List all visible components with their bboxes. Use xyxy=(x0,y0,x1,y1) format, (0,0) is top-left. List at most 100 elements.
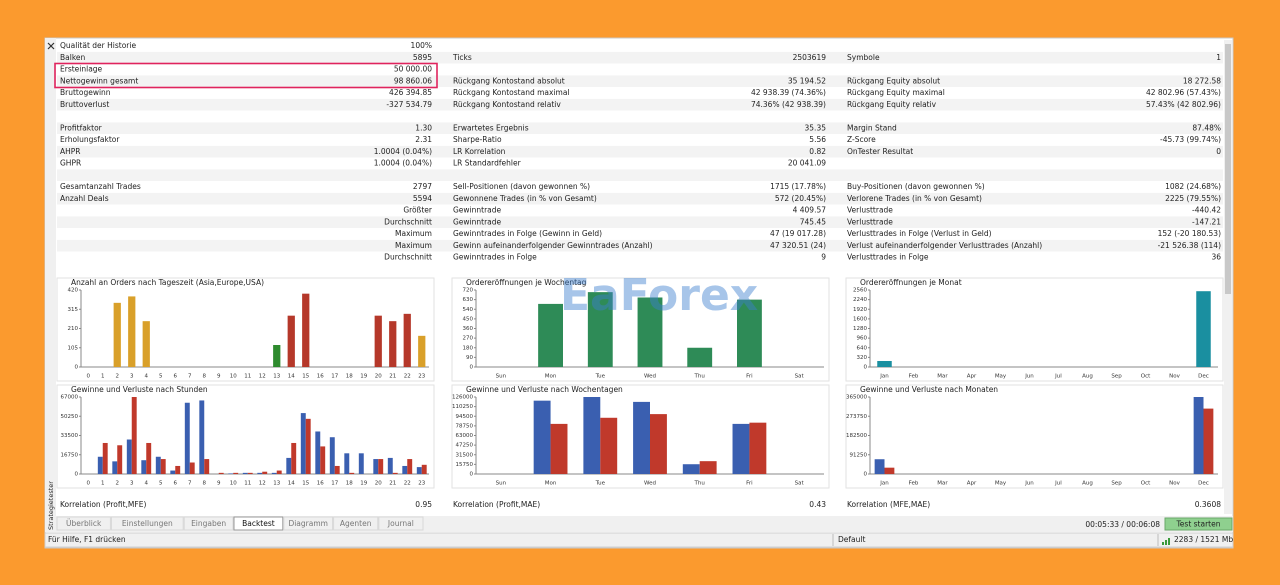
start-button-label[interactable]: Test starten xyxy=(1176,520,1221,529)
y-tick-label: 320 xyxy=(857,355,868,361)
cell-value: 5594 xyxy=(413,194,432,203)
bar xyxy=(1196,291,1211,367)
cell-value: 1.30 xyxy=(415,123,432,132)
cell-label: AHPR xyxy=(60,147,81,156)
y-tick-label: 420 xyxy=(68,288,79,294)
cell-label: Bruttoverlust xyxy=(60,100,109,109)
tab[interactable] xyxy=(56,516,111,531)
y-tick-label: 450 xyxy=(463,316,474,322)
bar xyxy=(418,335,426,367)
x-tick-label: 0 xyxy=(87,374,91,380)
bar xyxy=(533,400,551,474)
y-tick-label: 0 xyxy=(75,472,79,478)
y-tick-label: 50250 xyxy=(61,414,79,420)
x-tick-label: 7 xyxy=(188,374,192,380)
tab-label[interactable]: Agenten xyxy=(340,519,372,528)
tab-label[interactable]: Diagramm xyxy=(288,519,328,528)
y-tick-label: 105 xyxy=(68,345,79,351)
chart-title: Gewinne und Verluste nach Wochentagen xyxy=(466,385,623,394)
tab[interactable] xyxy=(378,516,424,531)
watermark: EaForex xyxy=(560,270,758,321)
y-tick-label: 180 xyxy=(463,345,474,351)
bar xyxy=(218,472,224,474)
cell-label: Margin Stand xyxy=(847,123,897,132)
tab[interactable] xyxy=(283,516,334,531)
bar xyxy=(315,431,321,474)
x-tick-label: Jan xyxy=(879,374,889,380)
x-tick-label: Wed xyxy=(644,481,656,487)
x-tick-label: Thu xyxy=(694,374,705,380)
y-tick-label: 960 xyxy=(857,336,868,342)
bar xyxy=(286,457,292,474)
cell-value: -440.42 xyxy=(1192,206,1221,215)
chart-title: Ordereröffnungen je Monat xyxy=(860,278,962,287)
bar xyxy=(287,315,295,367)
x-tick-label: 14 xyxy=(288,374,295,380)
x-tick-label: 19 xyxy=(360,374,367,380)
x-tick-label: 15 xyxy=(302,481,309,487)
bar xyxy=(233,472,239,474)
cell-label: OnTester Resultat xyxy=(847,147,913,156)
x-tick-label: 0 xyxy=(87,481,91,487)
x-tick-label: Sep xyxy=(1111,374,1122,380)
bar xyxy=(389,321,397,367)
tab-label[interactable]: Backtest xyxy=(242,519,275,528)
x-tick-label: 22 xyxy=(404,374,411,380)
bar xyxy=(242,472,248,474)
cell-value: 42 938.39 (74.36%) xyxy=(751,88,826,97)
cell-label: Verlusttrade xyxy=(847,217,893,226)
start-button[interactable] xyxy=(1164,517,1233,531)
x-tick-label: Jun xyxy=(1024,374,1034,380)
y-tick-label: 640 xyxy=(857,345,868,351)
y-tick-label: 16750 xyxy=(61,452,79,458)
tab[interactable] xyxy=(110,516,184,531)
cell-label: Gesamtanzahl Trades xyxy=(60,182,141,191)
x-tick-label: 11 xyxy=(244,374,251,380)
cell-label: Sell-Positionen (davon gewonnen %) xyxy=(453,182,590,191)
cell-label: Rückgang Kontostand absolut xyxy=(453,76,565,85)
cell-value: 47 (19 017.28) xyxy=(770,229,826,238)
x-tick-label: Sun xyxy=(496,374,507,380)
bar xyxy=(737,299,762,367)
cell-label: Erwartetes Ergebnis xyxy=(453,123,529,132)
tab[interactable] xyxy=(233,516,284,531)
cell-label: Gewinntrade xyxy=(453,206,502,215)
bar xyxy=(300,413,306,474)
cell-note: Durchschnitt xyxy=(384,253,432,262)
tab-label[interactable]: Einstellungen xyxy=(122,519,173,528)
bar xyxy=(583,397,601,474)
x-tick-label: 18 xyxy=(346,481,353,487)
side-label: Strategietester xyxy=(47,481,55,530)
cell-value: 5.56 xyxy=(809,135,826,144)
x-tick-label: 12 xyxy=(259,481,266,487)
x-tick-label: 9 xyxy=(217,481,221,487)
y-tick-label: 0 xyxy=(864,472,868,478)
bar xyxy=(416,467,422,474)
cell-label: Gewinntrades in Folge xyxy=(453,253,537,262)
tab-label[interactable]: Überblick xyxy=(66,519,102,528)
x-tick-label: May xyxy=(995,374,1007,380)
x-tick-label: Fri xyxy=(746,374,753,380)
y-tick-label: 63000 xyxy=(456,433,474,439)
signal-icon xyxy=(1162,538,1170,545)
x-tick-label: 4 xyxy=(145,374,149,380)
tab[interactable] xyxy=(333,516,379,531)
x-tick-label: 19 xyxy=(360,481,367,487)
cell-label: Rückgang Kontostand maximal xyxy=(453,88,570,97)
x-tick-label: Fri xyxy=(746,481,753,487)
close-icon[interactable] xyxy=(47,42,55,50)
tab-label[interactable]: Journal xyxy=(387,519,414,528)
cell-value: 152 (-20 180.53) xyxy=(1158,229,1222,238)
cell-label: Anzahl Deals xyxy=(60,194,109,203)
cell-label: Rückgang Equity absolut xyxy=(847,76,940,85)
cell-value: 100% xyxy=(411,41,432,50)
cell-label: Gewinntrade xyxy=(453,217,502,226)
scroll-thumb[interactable] xyxy=(1225,44,1231,294)
x-tick-label: 20 xyxy=(375,374,382,380)
x-tick-label: 22 xyxy=(404,481,411,487)
cell-value: 20 041.09 xyxy=(788,159,826,168)
x-tick-label: Feb xyxy=(909,374,919,380)
tab-label[interactable]: Eingaben xyxy=(191,519,226,528)
tab[interactable] xyxy=(183,516,234,531)
x-tick-label: 6 xyxy=(174,481,178,487)
